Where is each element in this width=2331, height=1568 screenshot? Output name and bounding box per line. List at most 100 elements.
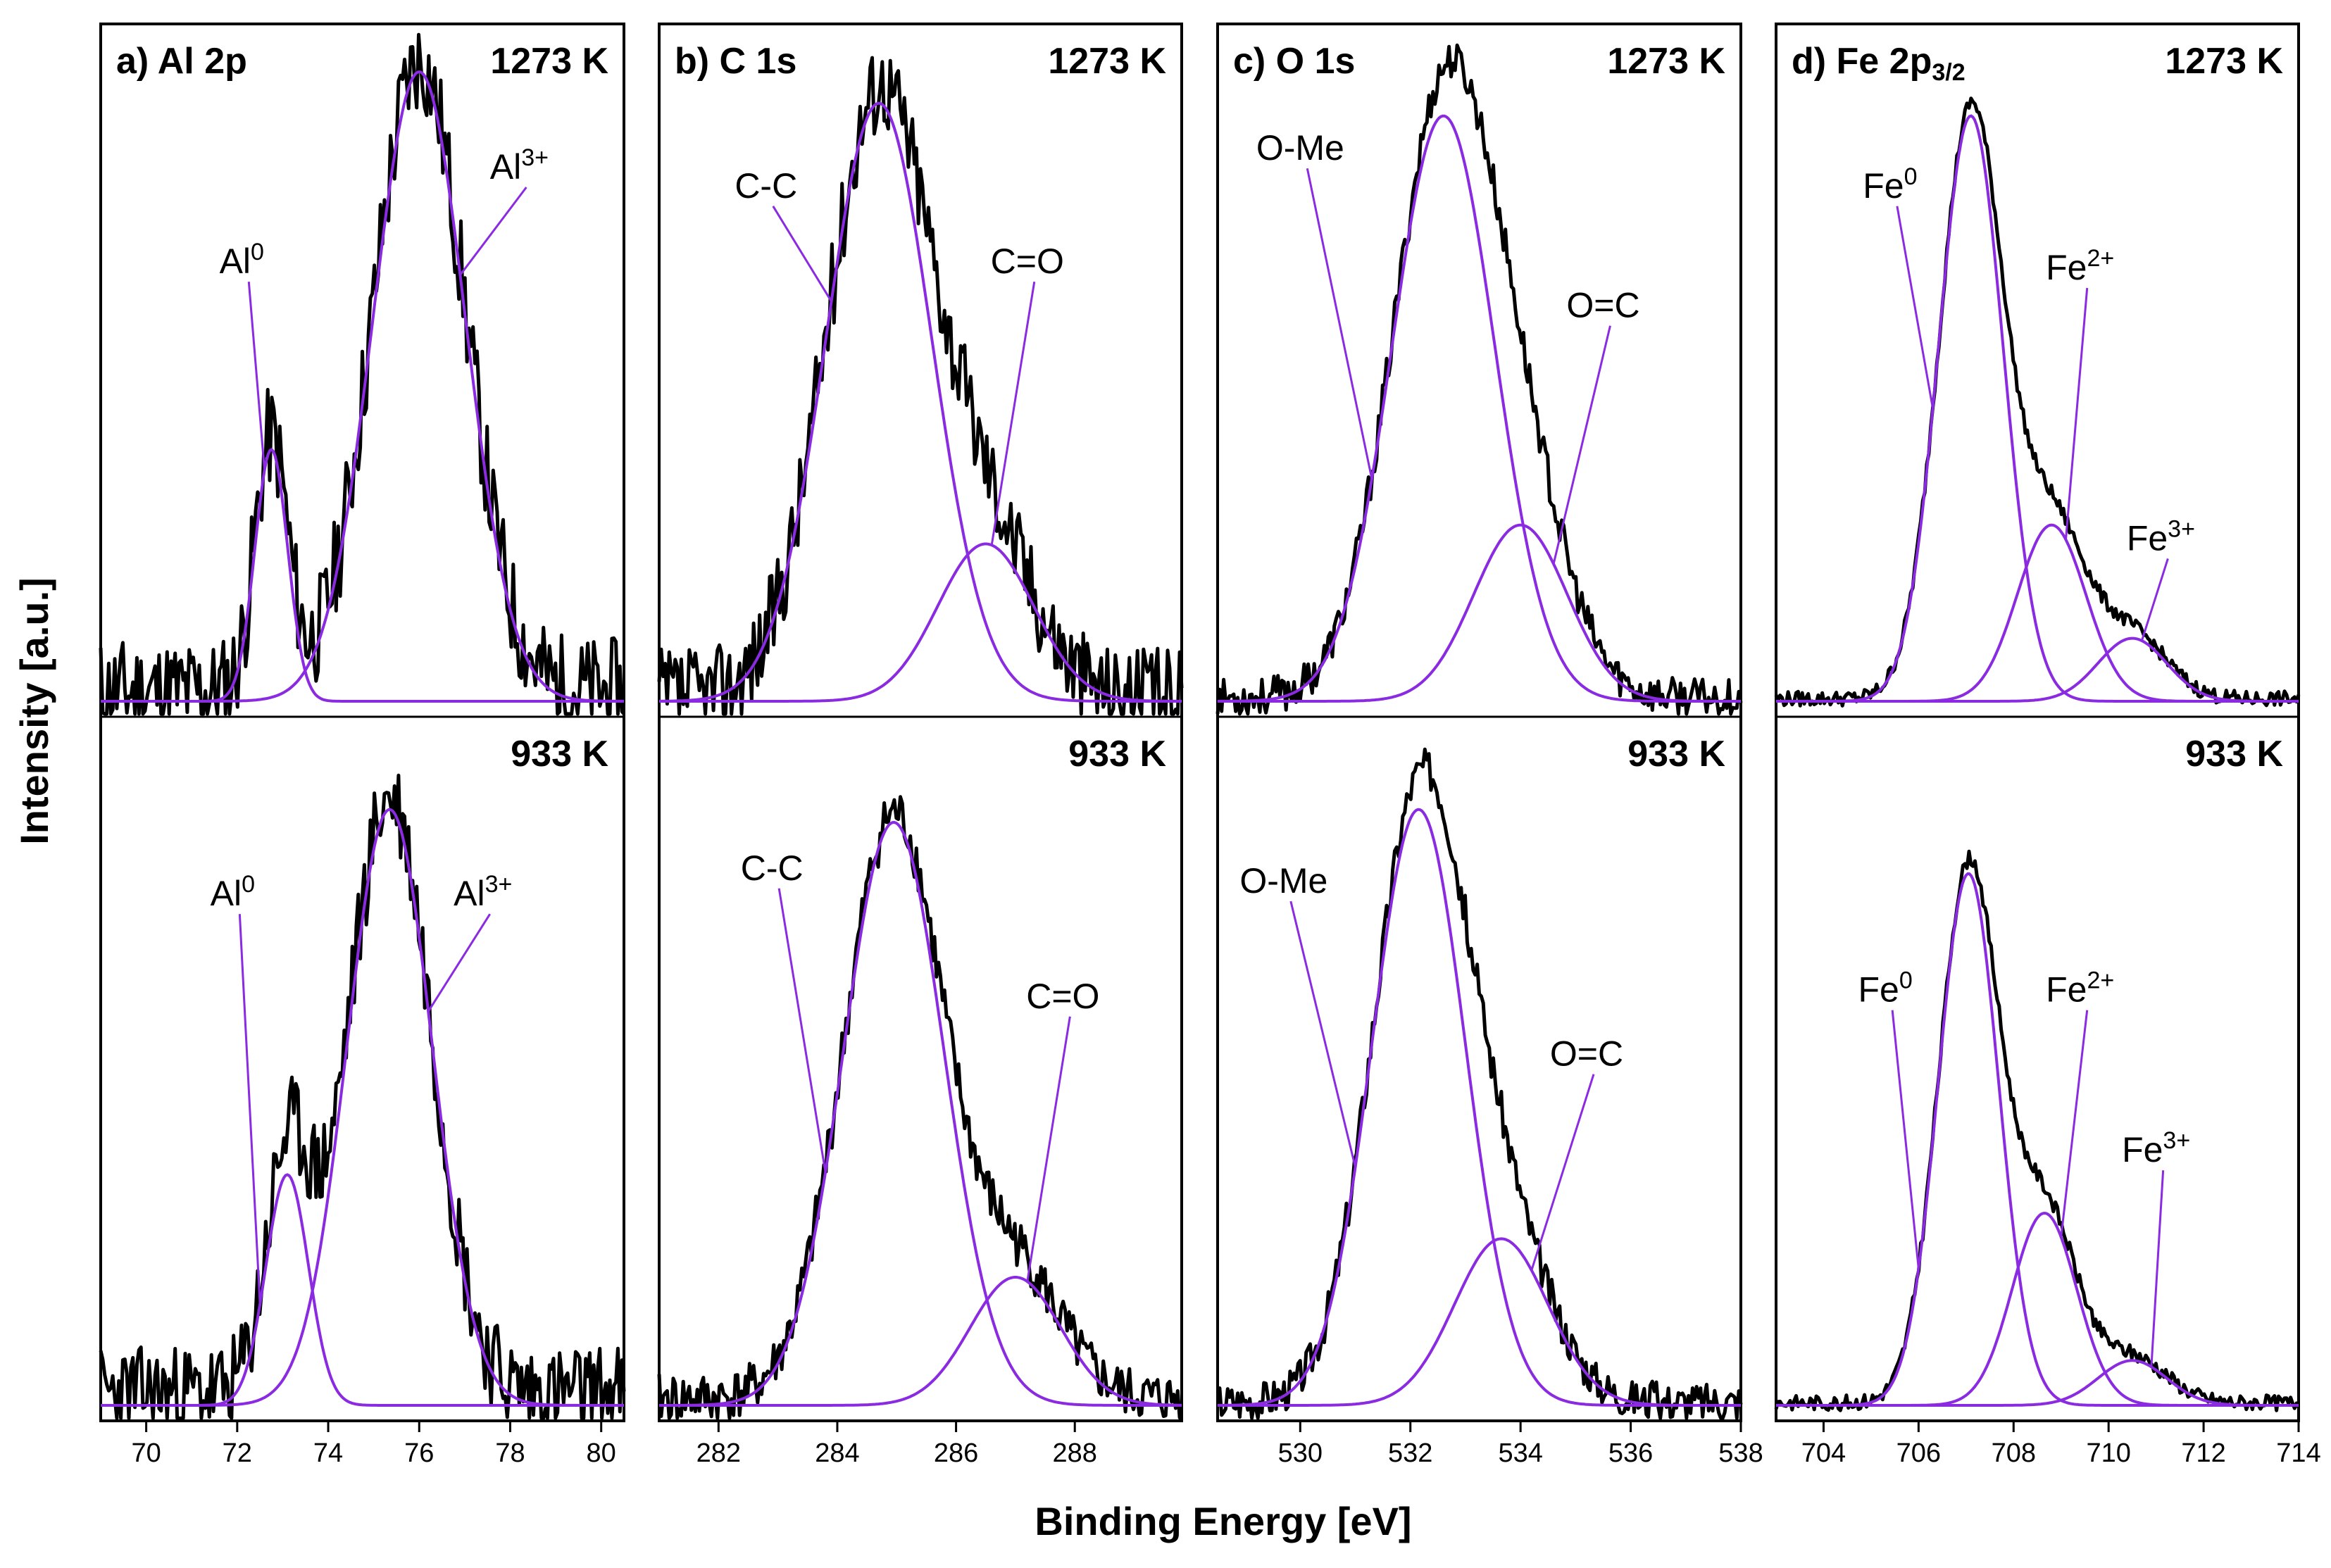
panel-title: c) O 1s: [1233, 41, 1355, 82]
x-tick-label: 530: [1278, 1438, 1323, 1468]
temperature-label: 1273 K: [1048, 41, 1166, 82]
temperature-label: 933 K: [511, 734, 608, 774]
peak-label-superscript: 3+: [2163, 1127, 2190, 1154]
peak-leader-line: [2140, 558, 2169, 641]
peak-leader-line: [238, 914, 261, 1305]
peak-leader-line: [1306, 168, 1373, 479]
fit-component-c-o: [659, 542, 1182, 703]
x-tick-label: 538: [1718, 1438, 1763, 1468]
fit-component-fe2-: [1776, 523, 2299, 703]
spectrum-row-bottom: 933 K Al0 Al3+: [99, 734, 626, 1420]
x-axis-title: Binding Energy [eV]: [1035, 1499, 1411, 1543]
peak-label-superscript: 0: [251, 239, 264, 265]
fit-component-al3-: [101, 808, 624, 1407]
peak-label: O-Me: [1256, 128, 1344, 168]
peak-label-superscript: 2+: [2087, 245, 2115, 272]
fit-component-o-me: [1218, 114, 1741, 703]
fit-component-c-c: [659, 101, 1182, 703]
panel-title: d) Fe 2p3/2: [1792, 41, 1966, 86]
x-tick-label: 74: [313, 1438, 343, 1468]
peak-label-superscript: 0: [1899, 967, 1913, 994]
peak-leader-line: [777, 888, 827, 1173]
experimental-spectrum: [99, 32, 625, 716]
peak-label: Al0: [220, 239, 264, 281]
peak-leader-line: [1289, 901, 1356, 1167]
peak-label: O-Me: [1239, 861, 1327, 901]
experimental-spectrum: [1216, 43, 1743, 716]
x-tick-label: 704: [1801, 1438, 1846, 1468]
panel-4: 704 706 708 710 712 714 d) Fe 2p3/2 1273 K Fe0 Fe…: [1774, 23, 2321, 1468]
peak-label: Al0: [211, 871, 255, 913]
x-tick-label: 286: [934, 1438, 978, 1468]
x-tick-label: 72: [223, 1438, 252, 1468]
peak-label: Fe0: [1858, 967, 1913, 1010]
peak-label-superscript: 3+: [2168, 515, 2195, 542]
peak-label: O=C: [1550, 1034, 1623, 1074]
peak-leader-line: [1026, 1016, 1071, 1282]
peak-label: Fe3+: [2127, 515, 2195, 558]
x-tick-label: 78: [495, 1438, 525, 1468]
panel-title-subscript: 3/2: [1932, 59, 1965, 86]
peak-label-superscript: 3+: [485, 871, 513, 898]
fit-component-fe0: [1776, 872, 2299, 1407]
fit-component-al3-: [101, 70, 624, 703]
fit-component-fe3-: [1776, 1359, 2299, 1407]
peak-label: Al3+: [490, 144, 549, 187]
temperature-label: 933 K: [1068, 734, 1166, 774]
x-tick-label: 714: [2276, 1438, 2320, 1468]
peak-leader-line: [1896, 206, 1935, 409]
experimental-spectrum: [657, 795, 1182, 1420]
peak-label: Al3+: [454, 871, 512, 913]
experimental-spectrum: [99, 773, 626, 1420]
spectrum-row-bottom: 933 K O-Me O=C: [1216, 734, 1743, 1420]
panel-frame: [99, 23, 625, 1422]
fit-component-al0: [101, 1173, 624, 1407]
x-tick-label: 712: [2181, 1438, 2225, 1468]
temperature-label: 933 K: [2185, 734, 2283, 774]
temperature-label: 1273 K: [2165, 41, 2283, 82]
spectrum-row-top: 1273 K Fe0 Fe2+ Fe3+: [1774, 41, 2301, 708]
fit-component-o-c: [1218, 523, 1741, 703]
x-tick-label: 80: [587, 1438, 616, 1468]
x-tick-label: 534: [1498, 1438, 1542, 1468]
peak-label-superscript: 3+: [521, 144, 549, 171]
peak-leader-line: [772, 206, 832, 302]
experimental-spectrum: [1774, 849, 2301, 1412]
panel-1: 70 72 74 76 78 80 a) Al 2p 1273 K Al0 Al3+ 933 K Al…: [99, 23, 626, 1468]
temperature-label: 933 K: [1627, 734, 1725, 774]
spectrum-row-bottom: 933 K C-C C=O: [657, 734, 1182, 1420]
panel-title: a) Al 2p: [116, 41, 247, 82]
panel-2: 282 284 286 288 b) C 1s 1273 K C-C C=O 933 K C-C C…: [657, 23, 1184, 1468]
spectrum-row-top: 1273 K Al0 Al3+: [99, 32, 625, 716]
panel-frame: [658, 23, 1183, 1422]
peak-leader-line: [1552, 325, 1611, 565]
panel-frame: [1775, 23, 2300, 1422]
experimental-spectrum: [1216, 747, 1743, 1420]
peak-label-superscript: 0: [242, 871, 255, 898]
peak-label: Fe0: [1863, 163, 1917, 206]
peak-label: C-C: [735, 166, 797, 206]
fit-component-c-o: [659, 1276, 1182, 1407]
peak-leader-line: [2060, 1010, 2089, 1238]
x-tick-label: 282: [696, 1438, 741, 1468]
x-tick-label: 70: [131, 1438, 161, 1468]
peak-leader-line: [2150, 1170, 2165, 1367]
fit-component-o-c: [1218, 1237, 1741, 1407]
peak-label: Fe2+: [2046, 245, 2114, 287]
peak-leader-line: [459, 187, 527, 276]
peak-leader-line: [427, 913, 491, 1012]
experimental-spectrum: [1774, 96, 2301, 708]
y-axis-title: Intensity [a.u.]: [12, 577, 56, 845]
peak-leader-line: [2064, 287, 2089, 540]
peak-leader-line: [990, 281, 1036, 546]
fit-component-fe2-: [1776, 1211, 2299, 1407]
spectrum-row-top: 1273 K C-C C=O: [657, 41, 1184, 716]
spectrum-row-bottom: 933 K Fe0 Fe2+ Fe3+: [1774, 734, 2301, 1412]
x-tick-label: 532: [1388, 1438, 1432, 1468]
temperature-label: 1273 K: [1607, 41, 1725, 82]
peak-label: Fe3+: [2122, 1127, 2190, 1169]
x-tick-label: 284: [815, 1438, 859, 1468]
panel-title: b) C 1s: [675, 41, 796, 82]
fit-component-c-c: [659, 820, 1182, 1407]
